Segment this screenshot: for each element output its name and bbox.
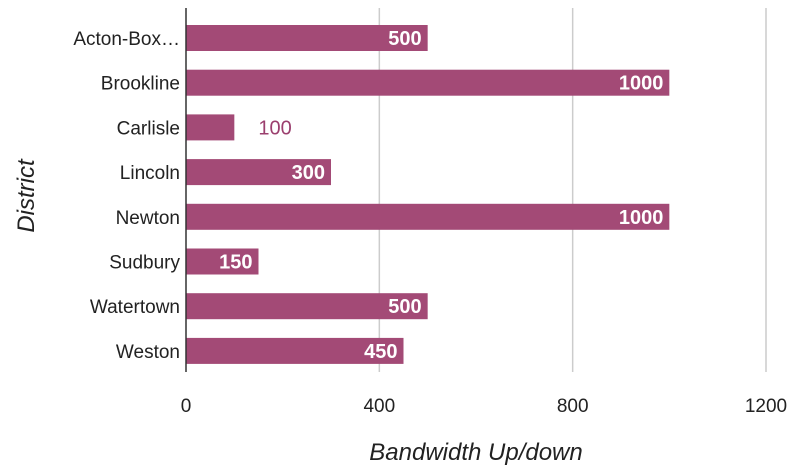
- category-label: Newton: [116, 208, 180, 229]
- data-label: 150: [219, 252, 252, 274]
- bar: [186, 114, 235, 141]
- grid-layer: [378, 8, 767, 372]
- data-label: 500: [388, 296, 421, 318]
- x-tick-label: 800: [557, 396, 589, 417]
- bar: [186, 159, 331, 186]
- x-tick-label: 400: [363, 396, 395, 417]
- category-label: Sudbury: [109, 253, 180, 274]
- axis-layer: 0 400 800 1200 Acton-Box… Brookline Carlisle Li…: [73, 8, 787, 417]
- category-label: Acton-Box…: [73, 29, 180, 50]
- category-label: Carlisle: [117, 118, 180, 139]
- x-axis-title: Bandwidth Up/down: [369, 439, 582, 466]
- data-label: 1000: [619, 73, 664, 95]
- data-label: 500: [388, 28, 421, 50]
- bar: [186, 248, 259, 275]
- label-layer: 500 1000 100 300 1000 150 500 450: [219, 28, 663, 363]
- data-label: 450: [364, 341, 397, 363]
- data-label: 1000: [619, 207, 664, 229]
- data-label: 100: [258, 117, 291, 139]
- bar: [186, 293, 428, 320]
- category-label: Watertown: [90, 297, 180, 318]
- bar: [186, 25, 428, 51]
- bar: [186, 69, 670, 96]
- x-tick-label: 0: [181, 396, 192, 417]
- bar: [186, 203, 670, 230]
- x-tick-label: 1200: [745, 396, 787, 417]
- bar-layer: [186, 25, 670, 364]
- y-axis-title: District: [13, 158, 40, 233]
- bar: [186, 337, 404, 364]
- category-label: Weston: [116, 342, 180, 363]
- category-label: Lincoln: [120, 163, 180, 184]
- data-label: 300: [292, 162, 325, 184]
- category-label: Brookline: [101, 74, 180, 95]
